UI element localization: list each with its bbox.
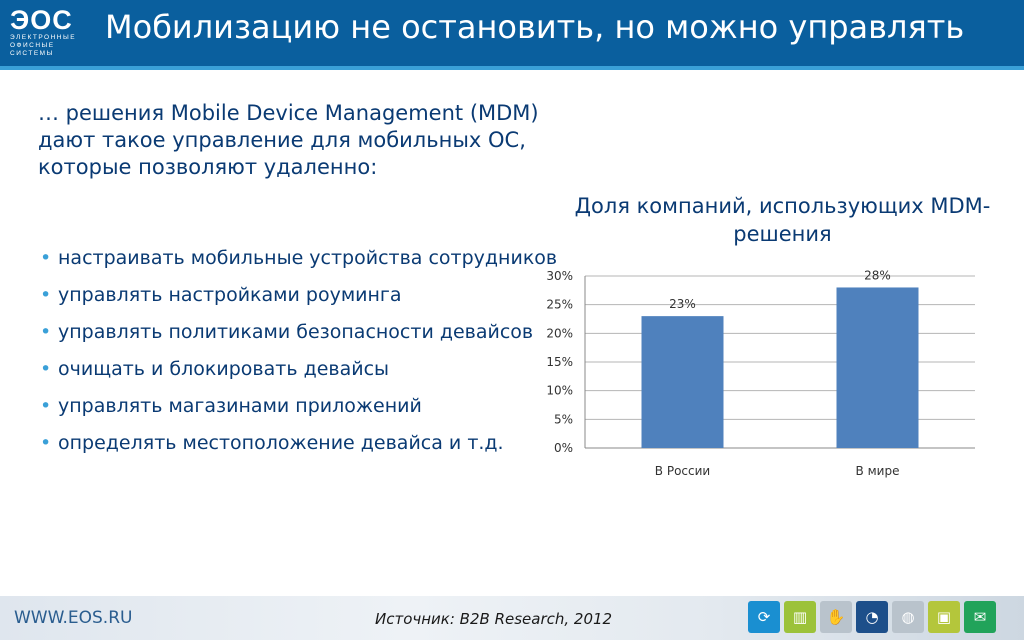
- list-item-text: очищать и блокировать девайсы: [58, 358, 390, 380]
- y-tick-label: 15%: [546, 355, 573, 369]
- y-tick-label: 10%: [546, 384, 573, 398]
- bullet-icon: •: [40, 395, 52, 417]
- bar: [836, 287, 919, 448]
- bar: [641, 316, 724, 448]
- y-tick-label: 30%: [546, 269, 573, 283]
- list-item: • настраивать мобильные устройства сотруд…: [38, 246, 578, 270]
- y-tick-label: 20%: [546, 326, 573, 340]
- list-item-text: определять местоположение девайса и т.д.: [58, 432, 504, 454]
- x-tick-label: В мире: [856, 464, 900, 478]
- logo-sub-line-3: СИСТЕМЫ: [10, 50, 54, 57]
- handshake-icon[interactable]: ✋: [820, 601, 852, 633]
- bullet-icon: •: [40, 321, 52, 343]
- list-item: • очищать и блокировать девайсы: [38, 357, 578, 381]
- list-item: • управлять магазинами приложений: [38, 394, 578, 418]
- globe-icon[interactable]: ◍: [892, 601, 924, 633]
- document-icon[interactable]: ▣: [928, 601, 960, 633]
- pie-chart-icon[interactable]: ◔: [856, 601, 888, 633]
- y-tick-label: 0%: [554, 441, 573, 455]
- slide-title: Мобилизацию не остановить, но можно упра…: [105, 8, 965, 46]
- bullet-icon: •: [40, 432, 52, 454]
- mail-icon[interactable]: ✉: [964, 601, 996, 633]
- eos-logo: ЭОС ЭЛЕКТРОННЫЕ ОФИСНЫЕ СИСТЕМЫ: [10, 6, 90, 62]
- source-note: Источник: B2B Research, 2012: [375, 610, 613, 628]
- list-item-text: настраивать мобильные устройства сотрудн…: [58, 247, 558, 269]
- bullet-icon: •: [40, 247, 52, 269]
- data-label: 23%: [669, 297, 696, 311]
- refresh-icon[interactable]: ⟳: [748, 601, 780, 633]
- header-bar: ЭОС ЭЛЕКТРОННЫЕ ОФИСНЫЕ СИСТЕМЫ Мобилиза…: [0, 0, 1024, 66]
- list-item: • определять местоположение девайса и т.д…: [38, 431, 578, 455]
- data-label: 28%: [864, 268, 891, 282]
- y-tick-label: 5%: [554, 412, 573, 426]
- logo-sub-line-1: ЭЛЕКТРОННЫЕ: [10, 34, 77, 41]
- mdm-bar-chart: 0% 5% 10% 15% 20% 25% 30% 23% В России 28% В мире: [546, 268, 975, 478]
- list-item: • управлять политиками безопасности девай…: [38, 320, 578, 344]
- footer-band: [0, 596, 1024, 640]
- list-item-text: управлять настройками роуминга: [58, 284, 402, 306]
- logo-main-text: ЭОС: [10, 5, 73, 35]
- feature-list: • настраивать мобильные устройства сотруд…: [38, 246, 578, 468]
- list-item-text: управлять политиками безопасности девайс…: [58, 321, 534, 343]
- footer-icon-bar: ⟳ ▥ ✋ ◔ ◍ ▣ ✉: [748, 601, 996, 635]
- list-item-text: управлять магазинами приложений: [58, 395, 422, 417]
- bar-chart-icon[interactable]: ▥: [784, 601, 816, 633]
- list-item: • управлять настройками роуминга: [38, 283, 578, 307]
- bullet-icon: •: [40, 358, 52, 380]
- footer-url-link[interactable]: WWW.EOS.RU: [14, 608, 133, 628]
- logo-sub-line-2: ОФИСНЫЕ: [10, 42, 55, 49]
- x-tick-label: В России: [655, 464, 710, 478]
- chart-title: Доля компаний, использующих MDM-решения: [574, 194, 991, 246]
- intro-text: … решения Mobile Device Management (MDM)…: [38, 101, 539, 179]
- y-tick-label: 25%: [546, 298, 573, 312]
- bullet-icon: •: [40, 284, 52, 306]
- header-divider: [0, 66, 1024, 70]
